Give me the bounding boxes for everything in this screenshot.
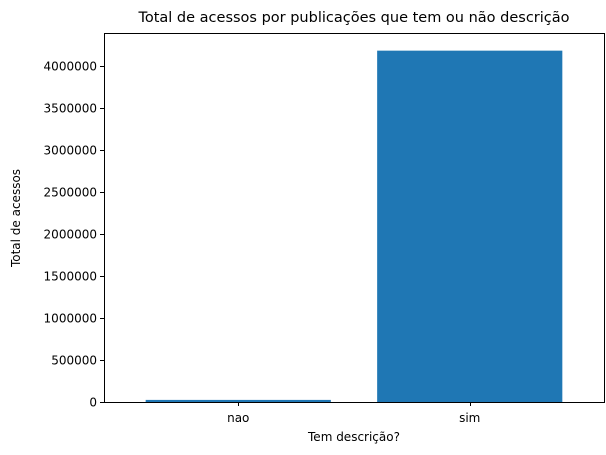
y-axis-label: Total de acessos — [9, 169, 23, 268]
y-tick-label: 4000000 — [44, 60, 97, 74]
y-tick-label: 1000000 — [44, 312, 97, 326]
bars-group — [145, 50, 563, 402]
y-tick-label: 3000000 — [44, 144, 97, 158]
bar-sim — [377, 50, 563, 402]
y-tick-label: 2000000 — [44, 228, 97, 242]
y-tick-label: 3500000 — [44, 102, 97, 116]
y-tick-label: 1500000 — [44, 270, 97, 284]
axes-frame — [104, 33, 605, 403]
y-tick-label: 500000 — [51, 354, 97, 368]
y-tick-label: 0 — [89, 396, 97, 410]
x-axis-label: Tem descrição? — [307, 430, 400, 444]
chart-title: Total de acessos por publicações que tem… — [137, 10, 569, 26]
y-axis-ticks: 0 500000 1000000 1500000 2000000 2500000 30000… — [44, 60, 104, 410]
x-tick-label-sim: sim — [459, 411, 480, 425]
y-tick-label: 2500000 — [44, 186, 97, 200]
x-axis-ticks: nao sim — [227, 402, 480, 425]
bar-nao — [145, 399, 331, 402]
x-tick-label-nao: nao — [227, 411, 249, 425]
